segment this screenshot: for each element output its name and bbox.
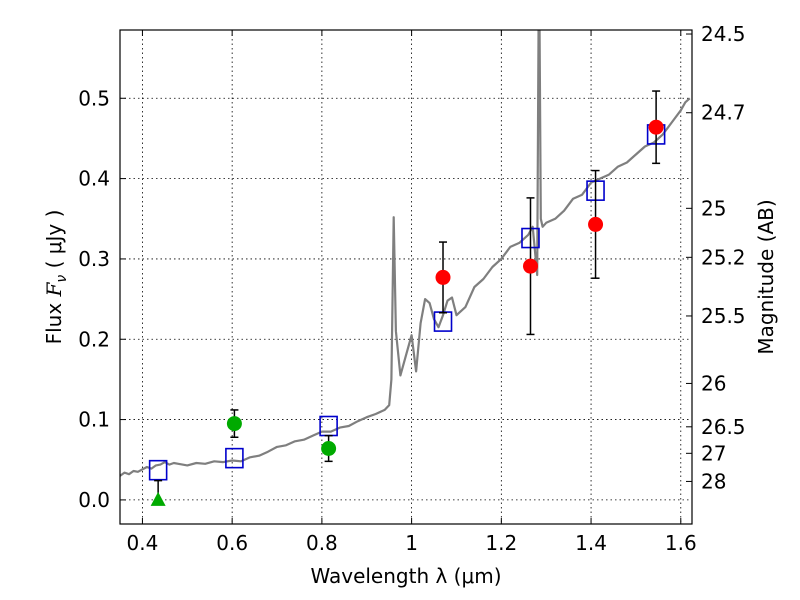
y-axis-label-suffix: ( μJy ) <box>42 210 66 275</box>
x-tick-label: 0.4 <box>127 531 159 555</box>
observed-nir-point <box>435 269 451 285</box>
plot-frame <box>119 29 693 525</box>
x-tick-label: 1 <box>405 531 418 555</box>
right-tick-label: 24.7 <box>701 101 746 125</box>
observed-optical-point <box>226 416 242 432</box>
model-photometry-square <box>148 459 168 481</box>
model-photometry-square <box>225 447 244 469</box>
observed-nir-point <box>522 258 538 274</box>
right-tick-label: 27 <box>701 441 726 465</box>
y-tick-label: 0.1 <box>78 408 110 432</box>
y-tick-label: 0.0 <box>78 488 110 512</box>
observed-optical-point <box>321 440 337 456</box>
right-tick-label: 25.2 <box>701 245 746 269</box>
x-tick-label: 0.8 <box>306 531 338 555</box>
right-tick-label: 26.5 <box>701 415 746 439</box>
right-tick-label: 25 <box>701 196 726 220</box>
x-tick-label: 1.4 <box>575 531 607 555</box>
markers <box>148 90 666 506</box>
x-tick-label: 0.6 <box>216 531 248 555</box>
x-tick-label: 1.6 <box>665 531 697 555</box>
ticks: 0.4 0.6 0.8 1 1.2 1.4 1.6 0.0 0.1 0.2 0.3 0.4 0.5 24.… <box>78 22 745 555</box>
right-axis-label: Magnitude (AB) <box>754 199 778 354</box>
x-tick-label: 1.2 <box>485 531 517 555</box>
y-tick-label: 0.3 <box>78 247 110 271</box>
upper-limit-triangle <box>150 491 166 506</box>
sed-model-curve <box>120 30 691 477</box>
grid <box>120 30 692 524</box>
y-tick-label: 0.2 <box>78 327 110 351</box>
right-tick-label: 24.5 <box>701 22 746 46</box>
observed-nir-point <box>648 119 664 135</box>
y-tick-label: 0.5 <box>78 86 110 110</box>
observed-nir-point <box>588 216 604 232</box>
plot-area <box>120 30 691 477</box>
y-axis-label-subscript: ν <box>54 275 70 283</box>
y-axis-label-symbol: F <box>42 281 66 297</box>
y-axis-label: Flux Fν ( μJy ) <box>42 210 70 345</box>
right-tick-label: 26 <box>701 371 726 395</box>
right-tick-label: 25.5 <box>701 304 746 328</box>
y-tick-label: 0.4 <box>78 167 110 191</box>
y-axis-label-prefix: Flux <box>42 296 66 344</box>
right-tick-label: 28 <box>701 469 726 493</box>
x-axis-label: Wavelength λ (μm) <box>310 564 501 588</box>
